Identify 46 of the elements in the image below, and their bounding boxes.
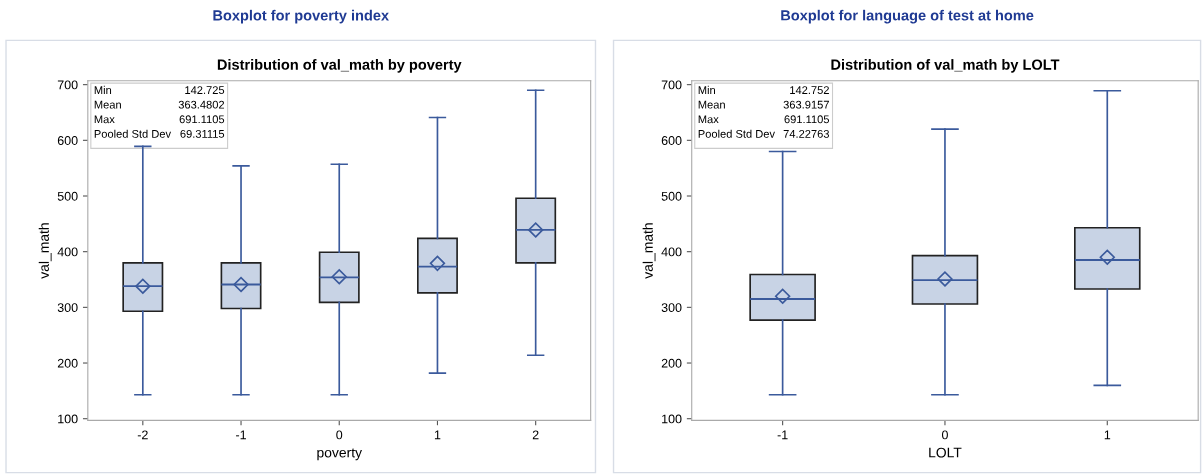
chart-title: Boxplot for language of test at home [781,9,1034,24]
annotation: Mean [94,100,121,109]
y-tick-label: 200 [661,358,682,368]
y-tick-label: 100 [58,414,78,424]
annotation: Mean [698,100,725,109]
annotation: Pooled Std Dev [94,129,172,138]
x-axis-title: poverty [317,448,362,461]
annotation: Pooled Std Dev [698,129,775,138]
y-tick-label: 300 [57,303,78,312]
x-axis-title: LOLT [929,447,962,458]
annotation: Min [698,85,715,94]
chart-subtitle: Distribution of val_math by poverty [217,59,462,73]
annotation: 363.9157 [783,100,829,109]
y-tick-label: 400 [57,247,78,257]
chart-subtitle: Distribution of val_math by LOLT [831,59,1060,73]
annotation: 691.1105 [179,115,225,124]
y-tick-label: 600 [57,136,78,145]
annotation: 69.31115 [180,129,225,138]
annotation: 363.4802 [178,100,225,109]
x-tick-label: -2 [137,430,148,440]
x-tick-label: 1 [434,430,441,440]
x-tick-label: 2 [532,430,539,440]
annotation: Max [94,115,115,124]
y-tick-label: 600 [661,136,682,145]
y-axis-title: val_math [38,223,52,279]
x-tick-label: -1 [777,430,788,440]
y-tick-label: 700 [57,80,78,90]
x-tick-label: 1 [1104,430,1111,440]
x-tick-label: 0 [941,430,948,440]
annotation: Max [698,115,719,124]
y-tick-label: 400 [661,247,682,257]
y-tick-label: 700 [661,80,682,90]
annotation: 74.22763 [783,129,829,138]
y-tick-label: 100 [662,414,682,424]
y-tick-label: 200 [57,358,78,368]
x-tick-label: -1 [236,430,246,440]
y-tick-label: 300 [661,303,682,312]
y-tick-label: 500 [57,191,78,201]
x-tick-label: 0 [336,430,343,440]
annotation: 142.752 [790,86,829,95]
chart-title: Boxplot for poverty index [213,9,389,24]
y-tick-label: 500 [661,191,682,201]
annotation: Min [94,85,112,94]
annotation: 142.725 [185,86,225,95]
annotation: 691.1105 [784,115,830,124]
y-axis-title: val_math [642,223,656,279]
